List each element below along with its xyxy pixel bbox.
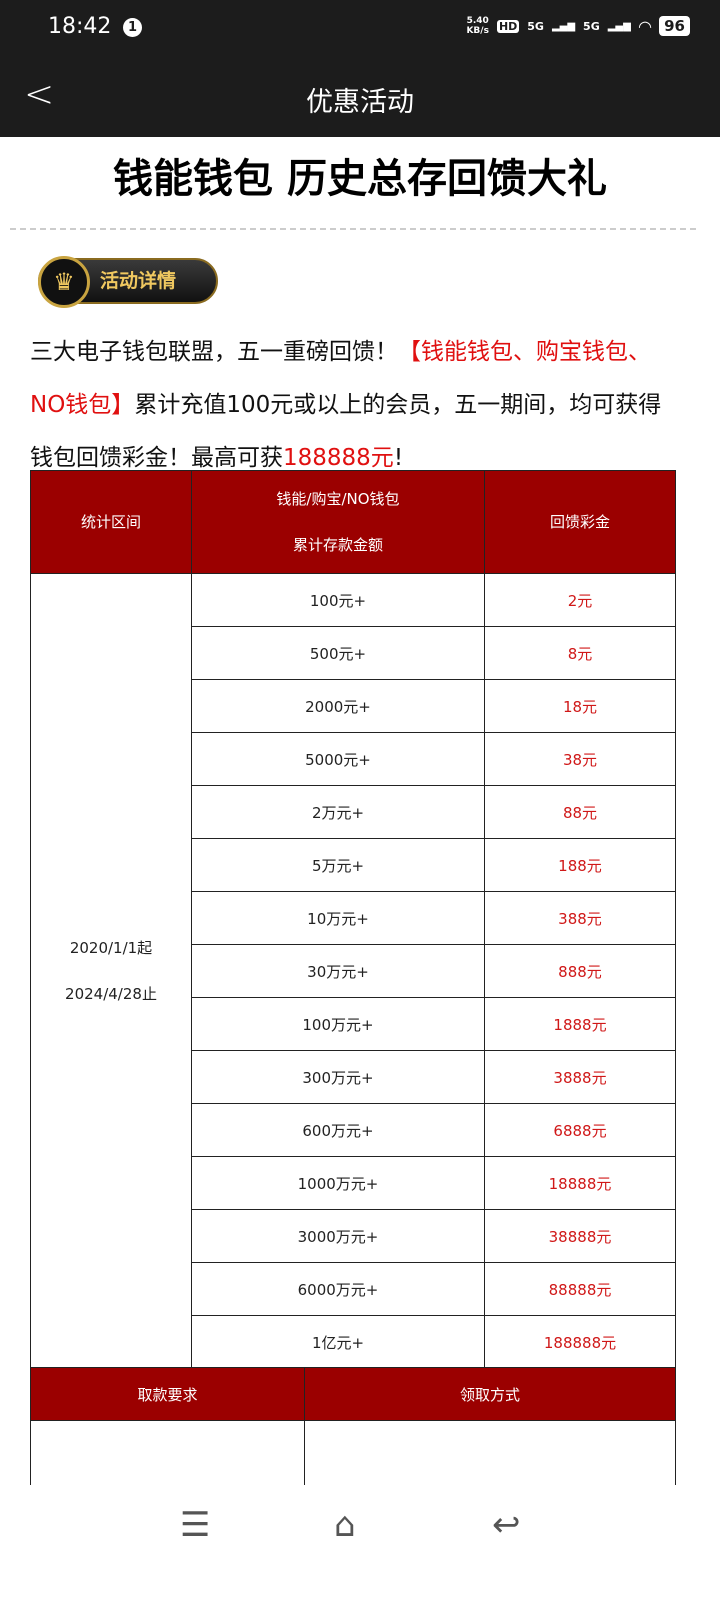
deposit-cell: 600万元+ [191,1103,485,1157]
battery-icon: 96 [659,16,690,36]
cell [304,1420,676,1487]
deposit-cell: 500元+ [191,626,485,680]
table-row: 1亿元+ 188888元 [31,1315,676,1369]
table-row: 100万元+ 1888元 [31,997,676,1051]
activity-details-badge: ♛ 活动详情 [38,256,218,308]
col-withdraw-req: 取款要求 [30,1367,305,1421]
col-bonus: 回馈彩金 [484,470,676,574]
wifi-icon: ◠ [638,16,652,36]
net-speed: 5.40 KB/s [466,16,489,36]
home-icon[interactable]: ⌂ [334,1505,356,1545]
bonus-cell: 8元 [484,626,676,680]
bonus-cell: 2元 [484,573,676,627]
bonus-cell: 388元 [484,891,676,945]
hd-icon: HD [496,19,520,33]
bonus-table: 统计区间 钱能/购宝/NO钱包 累计存款金额 回馈彩金 2020/1/1起 2024… [30,470,676,1369]
deposit-cell: 2000元+ [191,679,485,733]
deposit-cell: 1亿元+ [191,1315,485,1369]
bonus-cell: 888元 [484,944,676,998]
notification-badge-icon: 1 [123,18,142,37]
deposit-cell: 100万元+ [191,997,485,1051]
deposit-cell: 10万元+ [191,891,485,945]
promo-description: 三大电子钱包联盟，五一重磅回馈！【钱能钱包、购宝钱包、NO钱包】累计充值100元… [30,339,662,471]
bonus-cell: 6888元 [484,1103,676,1157]
badge-label: 活动详情 [100,270,177,292]
page-title: 优惠活动 [306,87,414,118]
bonus-cell: 188元 [484,838,676,892]
signal-icon-sim2: 5G [583,19,600,33]
status-bar: 18:42 1 5.40 KB/s HD 5G ▂▄▆ 5G ▂▄▆ ◠ 96 [0,0,720,56]
deposit-cell: 6000万元+ [191,1262,485,1316]
table-row: 3000万元+ 38888元 [31,1209,676,1263]
bonus-cell: 38元 [484,732,676,786]
signal-bars-icon: ▂▄▆ [607,20,631,32]
table-row: 2万元+ 88元 [31,785,676,839]
divider [10,228,696,230]
deposit-cell: 5万元+ [191,838,485,892]
promo-headline: 钱能钱包 历史总存回馈大礼 [113,156,607,202]
table-row: 1000万元+ 18888元 [31,1156,676,1210]
bonus-cell: 18元 [484,679,676,733]
menu-icon[interactable]: ☰ [180,1505,211,1545]
table-row: 30万元+ 888元 [31,944,676,998]
bonus-cell: 188888元 [484,1315,676,1369]
bonus-cell: 18888元 [484,1156,676,1210]
bonus-cell: 38888元 [484,1209,676,1263]
deposit-cell: 30万元+ [191,944,485,998]
col-deposit: 钱能/购宝/NO钱包 累计存款金额 [191,470,485,574]
col-claim-method: 领取方式 [304,1367,676,1421]
back-button[interactable]: < [24,74,55,115]
table-row: 600万元+ 6888元 [31,1103,676,1157]
deposit-cell: 5000元+ [191,732,485,786]
bonus-cell: 88888元 [484,1262,676,1316]
period-cell: 2020/1/1起 2024/4/28止 [30,573,192,1369]
app-header: < 优惠活动 [0,56,720,137]
table-row: 10万元+ 388元 [31,891,676,945]
requirements-table: 取款要求 领取方式 [30,1367,676,1487]
table-row: 5万元+ 188元 [31,838,676,892]
col-period: 统计区间 [30,470,192,574]
table-row: 2020/1/1起 2024/4/28止 100元+ 2元 [30,573,676,1369]
bonus-cell: 3888元 [484,1050,676,1104]
signal-icon-sim1: 5G [527,19,544,33]
back-icon[interactable]: ↩ [492,1505,521,1545]
table-row: 500元+ 8元 [31,626,676,680]
system-nav-bar: ☰ ⌂ ↩ [0,1485,720,1600]
deposit-cell: 300万元+ [191,1050,485,1104]
bonus-cell: 88元 [484,785,676,839]
clock: 18:42 [48,14,112,39]
deposit-cell: 2万元+ [191,785,485,839]
table-row: 300万元+ 3888元 [31,1050,676,1104]
bonus-cell: 1888元 [484,997,676,1051]
deposit-cell: 1000万元+ [191,1156,485,1210]
cell [30,1420,305,1487]
table-row: 5000元+ 38元 [31,732,676,786]
signal-bars-icon: ▂▄▆ [551,20,576,32]
crown-emblem-icon: ♛ [38,256,90,308]
deposit-cell: 3000万元+ [191,1209,485,1263]
deposit-cell: 100元+ [191,573,485,627]
